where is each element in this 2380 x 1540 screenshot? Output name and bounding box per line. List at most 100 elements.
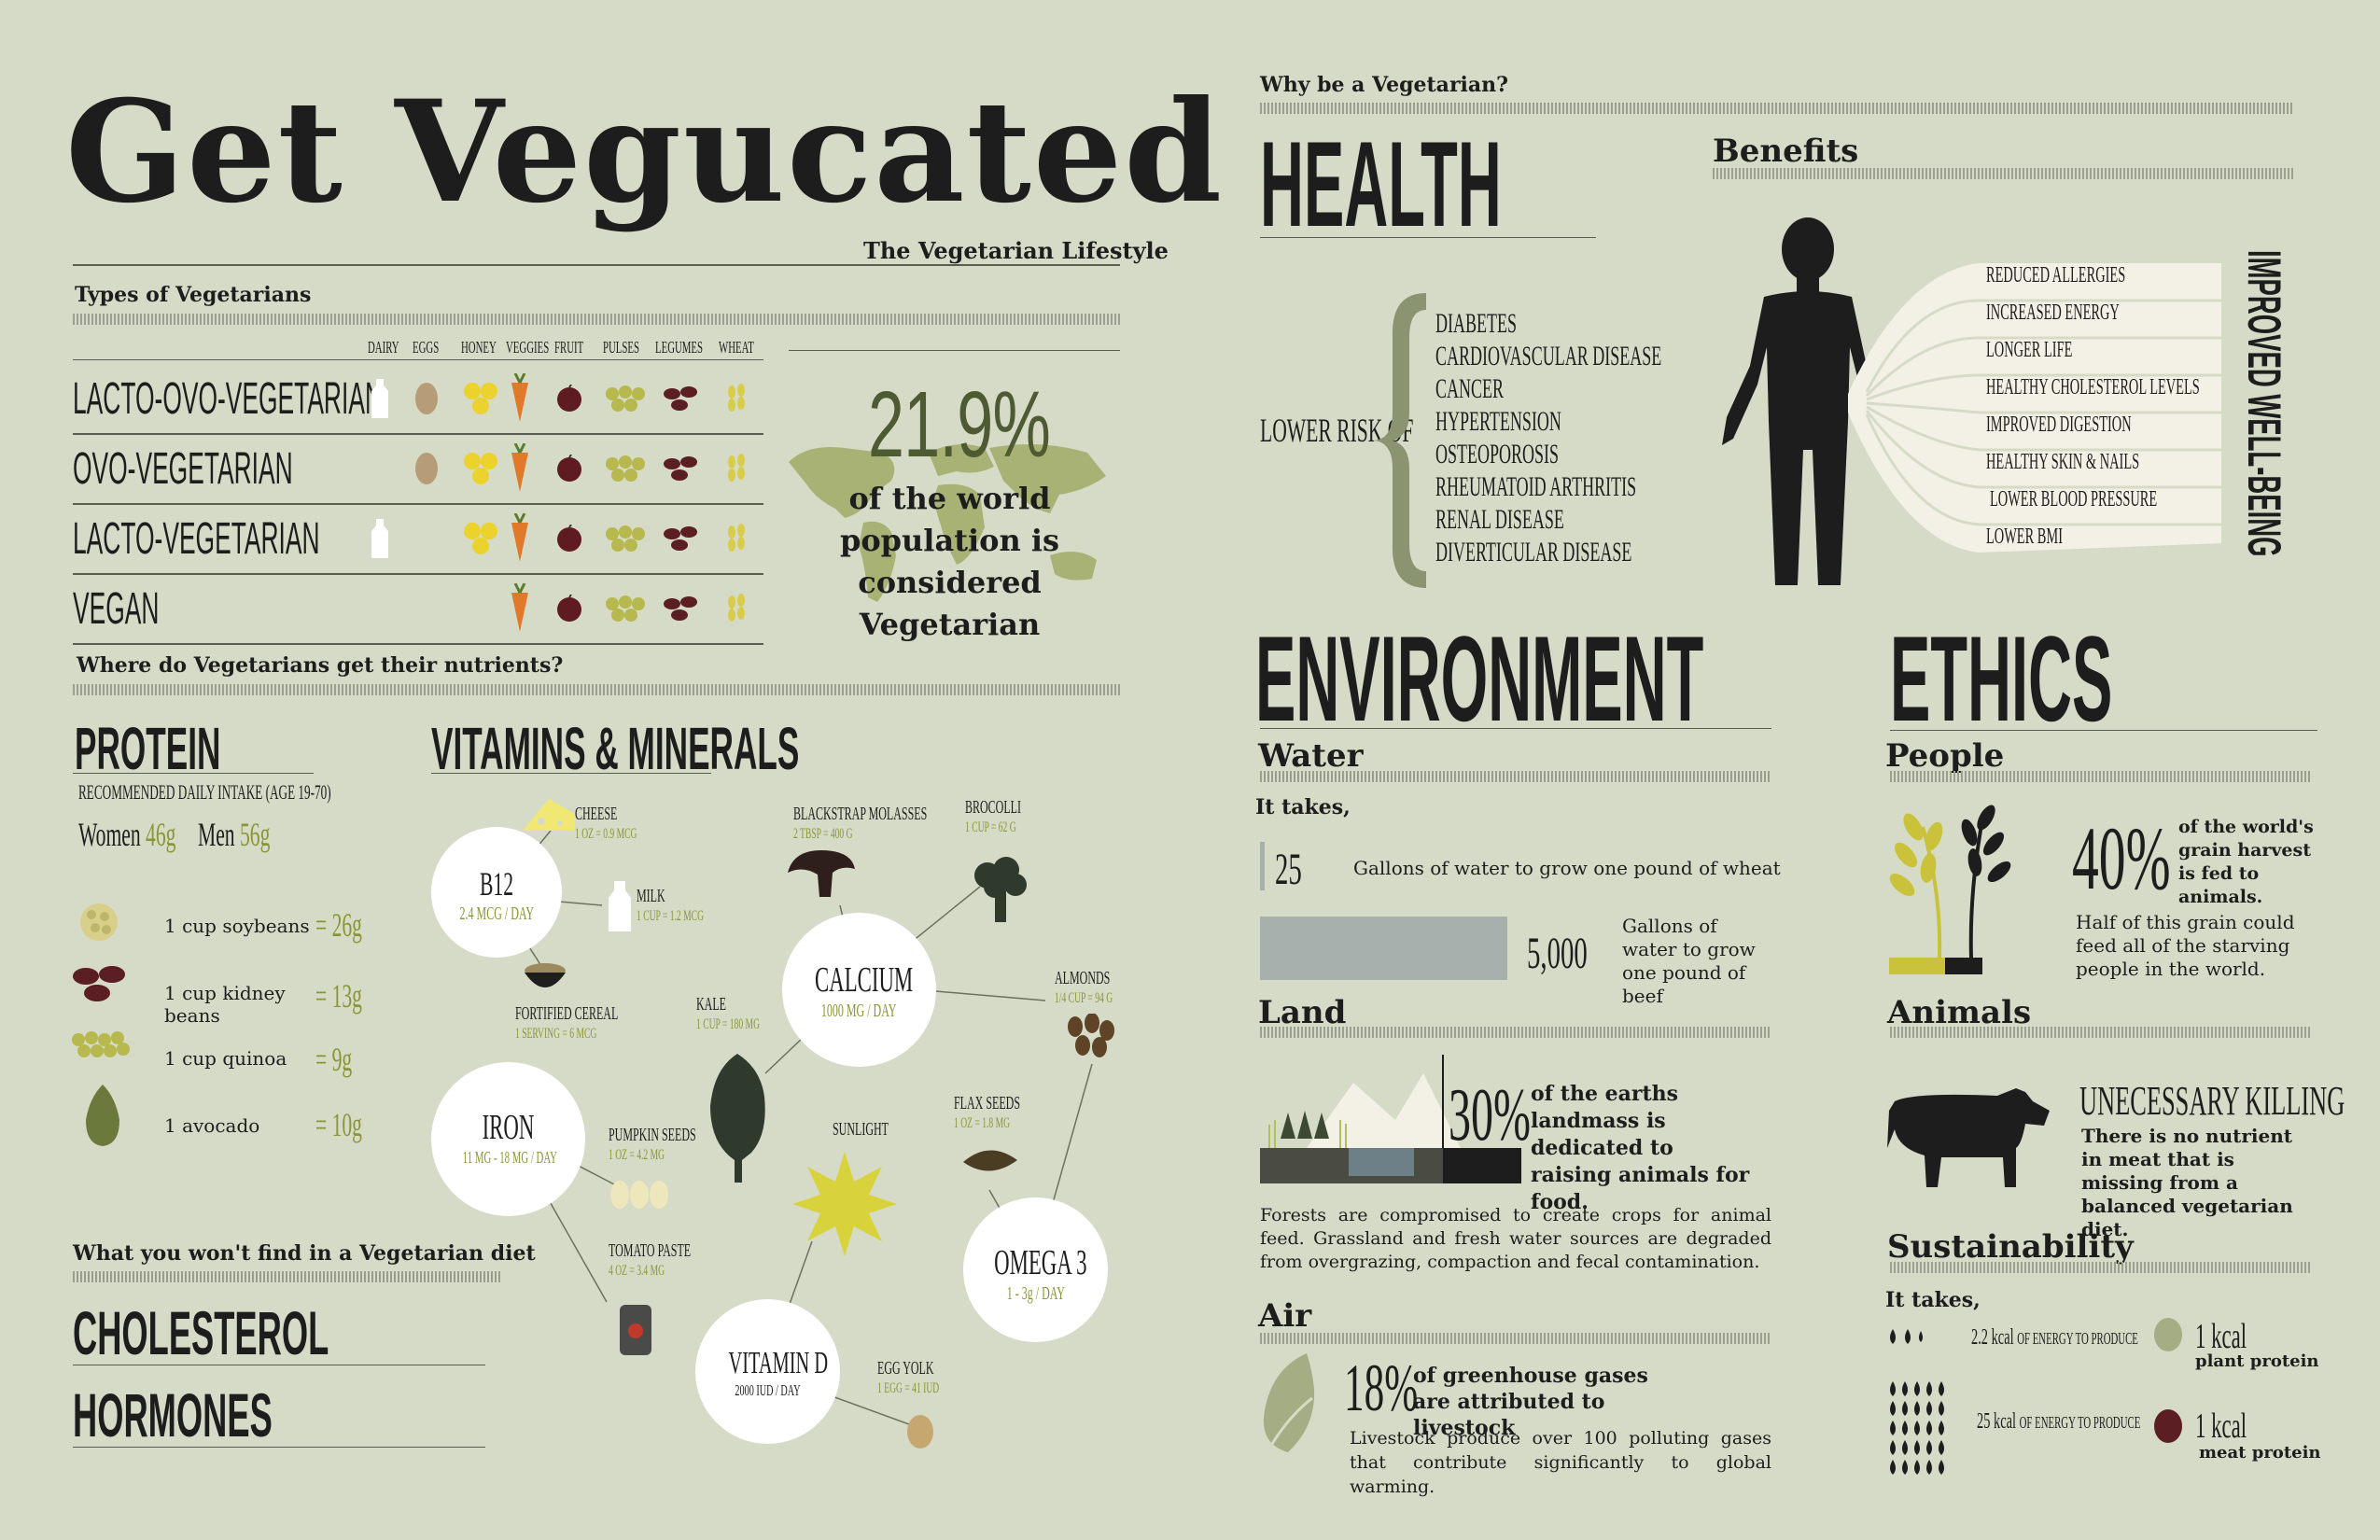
calcium-amount: 1000 MG / DAY xyxy=(821,1001,897,1021)
plant-of: OF ENERGY TO PRODUCE xyxy=(2017,1329,2138,1348)
benefits-hatch xyxy=(1713,168,2294,179)
calcium-name: CALCIUM xyxy=(815,960,914,1000)
wellbeing-label: IMPROVED WELL-BEING xyxy=(2238,250,2290,557)
egg-yolk-icon xyxy=(907,1415,933,1449)
almonds-amt: 1/4 CUP = 94 G xyxy=(1055,990,1113,1006)
type-name: OVO-VEGETARIAN xyxy=(73,444,293,494)
honey-icon xyxy=(464,523,497,554)
pulses-icon xyxy=(606,595,645,622)
disease-item: RENAL DISEASE xyxy=(1435,504,1564,535)
world-rule xyxy=(789,350,1120,351)
types-hatch xyxy=(73,314,1120,325)
hormones-rule xyxy=(73,1447,485,1448)
why-heading: Why be a Vegetarian? xyxy=(1260,73,1509,97)
beef-water-value: 5,000 xyxy=(1527,929,1588,978)
avocado-icon xyxy=(86,1085,119,1146)
protein-rdi: RECOMMENDED DAILY INTAKE (AGE 19-70) xyxy=(78,780,331,804)
meat-protein-label: meat protein xyxy=(2199,1443,2321,1463)
brace-icon xyxy=(1374,293,1426,588)
protein-women: Women 46g xyxy=(78,815,241,854)
beef-water-bar xyxy=(1260,917,1507,980)
egg-amt: 1 EGG = 41 IUD xyxy=(877,1380,940,1396)
protein-rule xyxy=(73,773,314,774)
honey-icon xyxy=(464,383,497,414)
wheat-icon xyxy=(728,524,745,552)
soybeans-icon xyxy=(80,903,118,941)
honey-icon xyxy=(464,453,497,484)
cereal-name: FORTIFIED CEREAL xyxy=(515,1003,619,1024)
protein-val-quinoa: = 9g xyxy=(315,1041,353,1078)
type-name: LACTO-VEGETARIAN xyxy=(73,514,320,564)
animals-hatch xyxy=(1890,1027,2312,1038)
page-title: Get Vegucated xyxy=(65,70,1225,234)
air-stat: 18% xyxy=(1344,1351,1419,1425)
wont-find-hormones: HORMONES xyxy=(73,1380,273,1449)
meat-one-kcal: 1 kcal xyxy=(2195,1407,2247,1446)
why-hatch xyxy=(1260,103,2294,114)
land-heading: Land xyxy=(1258,994,1347,1031)
page-subtitle: The Vegetarian Lifestyle xyxy=(863,237,1169,264)
men-value: 56g xyxy=(240,816,271,853)
fruit-icon xyxy=(557,455,581,482)
almonds-name: ALMONDS xyxy=(1055,968,1111,988)
fruit-icon xyxy=(557,525,581,552)
col-pulses: PULSES xyxy=(603,338,640,357)
legumes-icon xyxy=(664,386,697,411)
kale-name: KALE xyxy=(696,994,726,1015)
milk-icon xyxy=(371,519,388,558)
meat-of: OF ENERGY TO PRODUCE xyxy=(2019,1413,2141,1432)
women-value: 46g xyxy=(146,816,176,853)
beef-water-text: Gallons of water to grow one pound of be… xyxy=(1622,915,1756,1007)
omega3-circle: OMEGA 3 1 - 3g / DAY xyxy=(963,1197,1108,1342)
meat-energy-text: 25 kcal OF ENERGY TO PRODUCE xyxy=(1977,1409,2249,1435)
quinoa-icon xyxy=(72,1031,130,1057)
human-silhouette-icon xyxy=(1722,217,1895,585)
protein-item-soybeans: 1 cup soybeans xyxy=(164,915,310,937)
grain-text: of the world's grain harvest is fed to a… xyxy=(2178,817,2314,907)
flax-amt: 1 OZ = 1.8 MG xyxy=(954,1115,1011,1131)
kidney-beans-icon xyxy=(73,966,125,1001)
tomato-name: TOMATO PASTE xyxy=(609,1240,692,1261)
milk-amt: 1 CUP = 1.2 MCG xyxy=(637,908,705,924)
plant-one-kcal: 1 kcal xyxy=(2195,1317,2247,1356)
protein-item-kidney: 1 cup kidney beans xyxy=(164,982,286,1027)
benefit-item: REDUCED ALLERGIES xyxy=(1986,263,2126,287)
sustainability-heading: Sustainability xyxy=(1887,1228,2134,1266)
air-paragraph: Livestock produce over 100 polluting gas… xyxy=(1350,1428,1771,1497)
plant-protein-label: plant protein xyxy=(2195,1351,2319,1371)
type-row: VEGAN xyxy=(73,574,763,645)
tomato-amt: 4 OZ = 3.4 MG xyxy=(609,1263,665,1279)
milk-name: MILK xyxy=(637,886,665,906)
carrot-icon xyxy=(511,443,528,492)
benefits-heading: Benefits xyxy=(1713,133,1859,170)
disease-item: DIVERTICULAR DISEASE xyxy=(1435,537,1632,567)
pumpkin-name: PUMPKIN SEEDS xyxy=(609,1125,696,1145)
fruit-icon xyxy=(557,595,581,622)
air-heading: Air xyxy=(1258,1297,1312,1335)
types-heading: Types of Vegetarians xyxy=(75,283,312,307)
brocolli-amt: 1 CUP = 62 G xyxy=(965,819,1016,835)
molasses-amt: 2 TBSP = 400 G xyxy=(793,826,853,842)
men-label: Men xyxy=(198,816,235,853)
type-name: LACTO-OVO-VEGETARIAN xyxy=(73,374,384,424)
iron-name: IRON xyxy=(482,1108,535,1147)
plant-energy-text: 2.2 kcal OF ENERGY TO PRODUCE xyxy=(1971,1325,2249,1351)
disease-list: DIABETES CARDIOVASCULAR DISEASE CANCER HYPE… xyxy=(1435,308,1715,579)
benefit-item: LONGER LIFE xyxy=(1986,338,2073,362)
people-hatch xyxy=(1890,771,2312,782)
water-hatch xyxy=(1260,771,1771,782)
milk-icon xyxy=(609,881,631,931)
world-text: of the world population is considered Ve… xyxy=(839,481,1060,642)
air-hatch xyxy=(1260,1333,1771,1344)
vitamind-circle: VITAMIN D 2000 IUD / DAY xyxy=(695,1299,840,1444)
health-rule xyxy=(1260,237,1596,238)
benefit-item: HEALTHY SKIN & NAILS xyxy=(1986,450,2140,474)
land-landscape-icon xyxy=(1260,1055,1521,1183)
omega3-amount: 1 - 3g / DAY xyxy=(1006,1283,1065,1304)
water-it-takes: It takes, xyxy=(1255,795,1351,819)
vitamins-rule xyxy=(431,773,711,774)
health-title: HEALTH xyxy=(1260,116,1502,252)
flax-seeds-icon xyxy=(963,1150,1017,1171)
protein-val-kidney: = 13g xyxy=(315,977,362,1015)
sunlight-name: SUNLIGHT xyxy=(833,1119,889,1140)
